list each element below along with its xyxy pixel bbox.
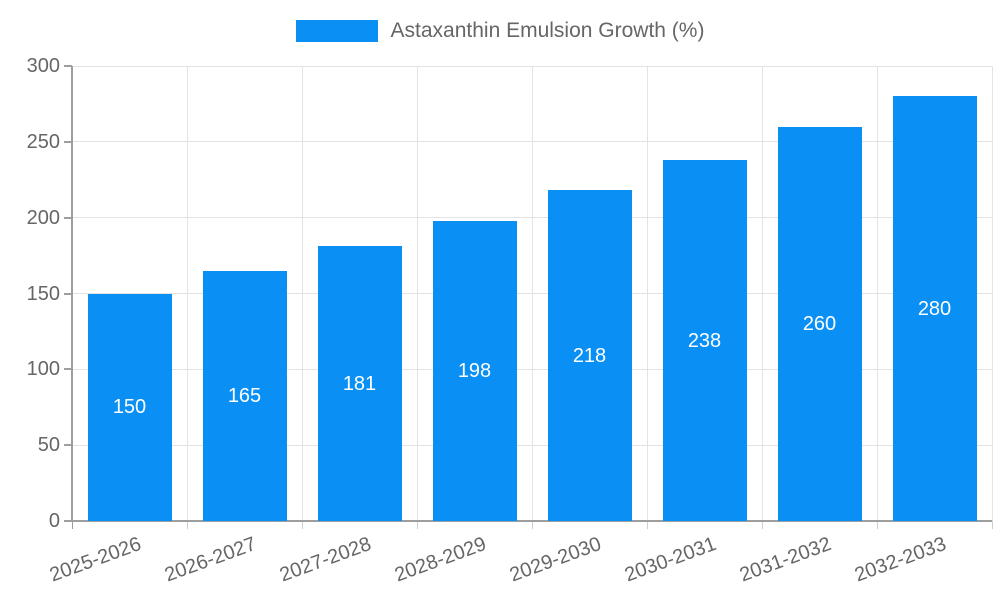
bar-value-label: 238 bbox=[687, 329, 722, 352]
y-tick-label: 200 bbox=[26, 206, 60, 229]
y-tick-label: 150 bbox=[26, 282, 60, 305]
legend-label: Astaxanthin Emulsion Growth (%) bbox=[390, 19, 705, 42]
bar bbox=[777, 126, 862, 521]
bar bbox=[317, 246, 402, 521]
bar bbox=[547, 190, 632, 521]
y-tick-label: 250 bbox=[26, 130, 60, 153]
x-tick-mark bbox=[876, 521, 878, 529]
bar-value-label: 260 bbox=[802, 312, 837, 335]
bar-value-label: 280 bbox=[917, 297, 952, 320]
x-tick-mark bbox=[991, 521, 993, 529]
y-tick-mark bbox=[64, 216, 72, 219]
x-tick-label: 2029-2030 bbox=[506, 533, 605, 587]
chart-legend[interactable]: Astaxanthin Emulsion Growth (%) bbox=[0, 17, 1000, 45]
x-tick-label: 2026-2027 bbox=[161, 533, 260, 587]
y-tick-mark bbox=[64, 292, 72, 295]
y-tick-mark bbox=[64, 65, 72, 67]
x-tick-mark bbox=[416, 521, 418, 529]
bar-value-label: 181 bbox=[342, 372, 377, 395]
x-tick-mark bbox=[761, 521, 763, 529]
legend-swatch bbox=[295, 20, 378, 42]
y-tick-label: 50 bbox=[37, 434, 60, 457]
bar-value-label: 165 bbox=[227, 384, 262, 407]
y-tick-mark bbox=[64, 444, 72, 447]
v-gridline bbox=[991, 66, 993, 521]
bar bbox=[662, 160, 747, 521]
y-tick-label: 300 bbox=[26, 55, 60, 77]
bar bbox=[892, 96, 977, 521]
x-tick-label: 2032-2033 bbox=[851, 533, 950, 587]
x-tick-mark bbox=[186, 521, 188, 529]
x-tick-label: 2027-2028 bbox=[276, 533, 375, 587]
x-tick-mark bbox=[646, 521, 648, 529]
x-tick-label: 2030-2031 bbox=[621, 533, 720, 587]
y-axis-line bbox=[71, 66, 73, 521]
v-gridline bbox=[646, 66, 648, 521]
x-tick-label: 2031-2032 bbox=[736, 533, 835, 587]
x-tick-label: 2028-2029 bbox=[391, 533, 490, 587]
x-tick-mark bbox=[301, 521, 303, 529]
x-tick-mark bbox=[71, 521, 73, 529]
v-gridline bbox=[876, 66, 878, 521]
bar-value-label: 218 bbox=[572, 344, 607, 367]
y-tick-mark bbox=[64, 368, 72, 371]
v-gridline bbox=[186, 66, 188, 521]
bar bbox=[432, 220, 517, 521]
bar-value-label: 150 bbox=[112, 396, 147, 419]
bar bbox=[87, 293, 172, 521]
v-gridline bbox=[416, 66, 418, 521]
bar bbox=[202, 270, 287, 521]
v-gridline bbox=[761, 66, 763, 521]
y-tick-label: 0 bbox=[48, 510, 60, 532]
y-tick-label: 100 bbox=[26, 358, 60, 381]
bar-value-label: 198 bbox=[457, 359, 492, 382]
v-gridline bbox=[531, 66, 533, 521]
y-tick-mark bbox=[64, 140, 72, 143]
x-tick-mark bbox=[531, 521, 533, 529]
v-gridline bbox=[301, 66, 303, 521]
x-axis-line bbox=[64, 520, 992, 522]
x-tick-label: 2025-2026 bbox=[46, 533, 145, 587]
